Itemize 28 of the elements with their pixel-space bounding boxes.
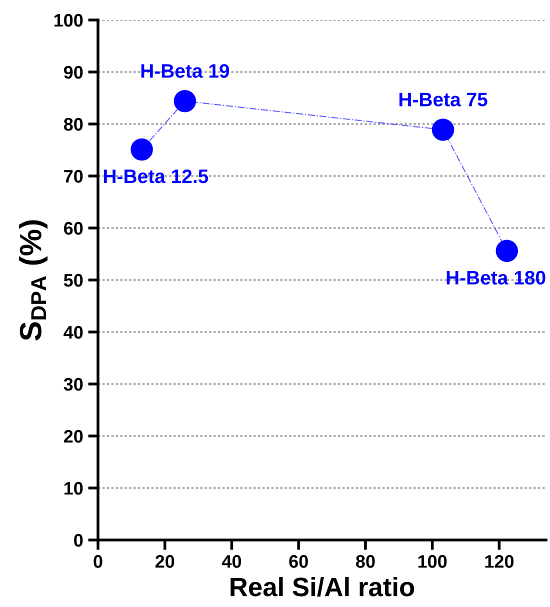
y-tick-label: 20 (64, 430, 83, 443)
x-axis-title: Real Si/Al ratio (230, 576, 414, 597)
y-tick-label: 0 (74, 534, 83, 547)
y-tick-label: 60 (64, 222, 83, 235)
y-tick-label: 80 (64, 118, 83, 131)
y-tick-label: 30 (64, 378, 83, 391)
x-tick-label: 0 (94, 555, 102, 568)
y-tick-label: 50 (64, 274, 83, 287)
y-tick-label: 90 (64, 66, 83, 79)
annotation: H-Beta 19 (141, 64, 230, 78)
point (496, 240, 518, 262)
y-axis-title: S$_{DPA}$ (%) (19, 220, 48, 341)
point (432, 118, 454, 141)
x-tick-label: 20 (155, 555, 174, 568)
y-tick-label: 70 (64, 170, 83, 183)
x-tick-label: 120 (485, 555, 514, 568)
x-tick-label: 100 (418, 555, 447, 568)
point (174, 90, 196, 112)
annotation: H-Beta 75 (399, 92, 488, 106)
y-tick-label: 10 (64, 482, 83, 495)
x-tick-label: 40 (222, 555, 242, 568)
y-tick-label: 40 (64, 326, 83, 339)
x-tick-label: 80 (356, 555, 375, 568)
point (130, 138, 153, 161)
y-tick-label: 100 (54, 14, 83, 27)
annotation: H-Beta 180 (446, 270, 546, 285)
x-tick-label: 60 (289, 555, 308, 568)
annotation: H-Beta 12.5 (104, 169, 208, 184)
